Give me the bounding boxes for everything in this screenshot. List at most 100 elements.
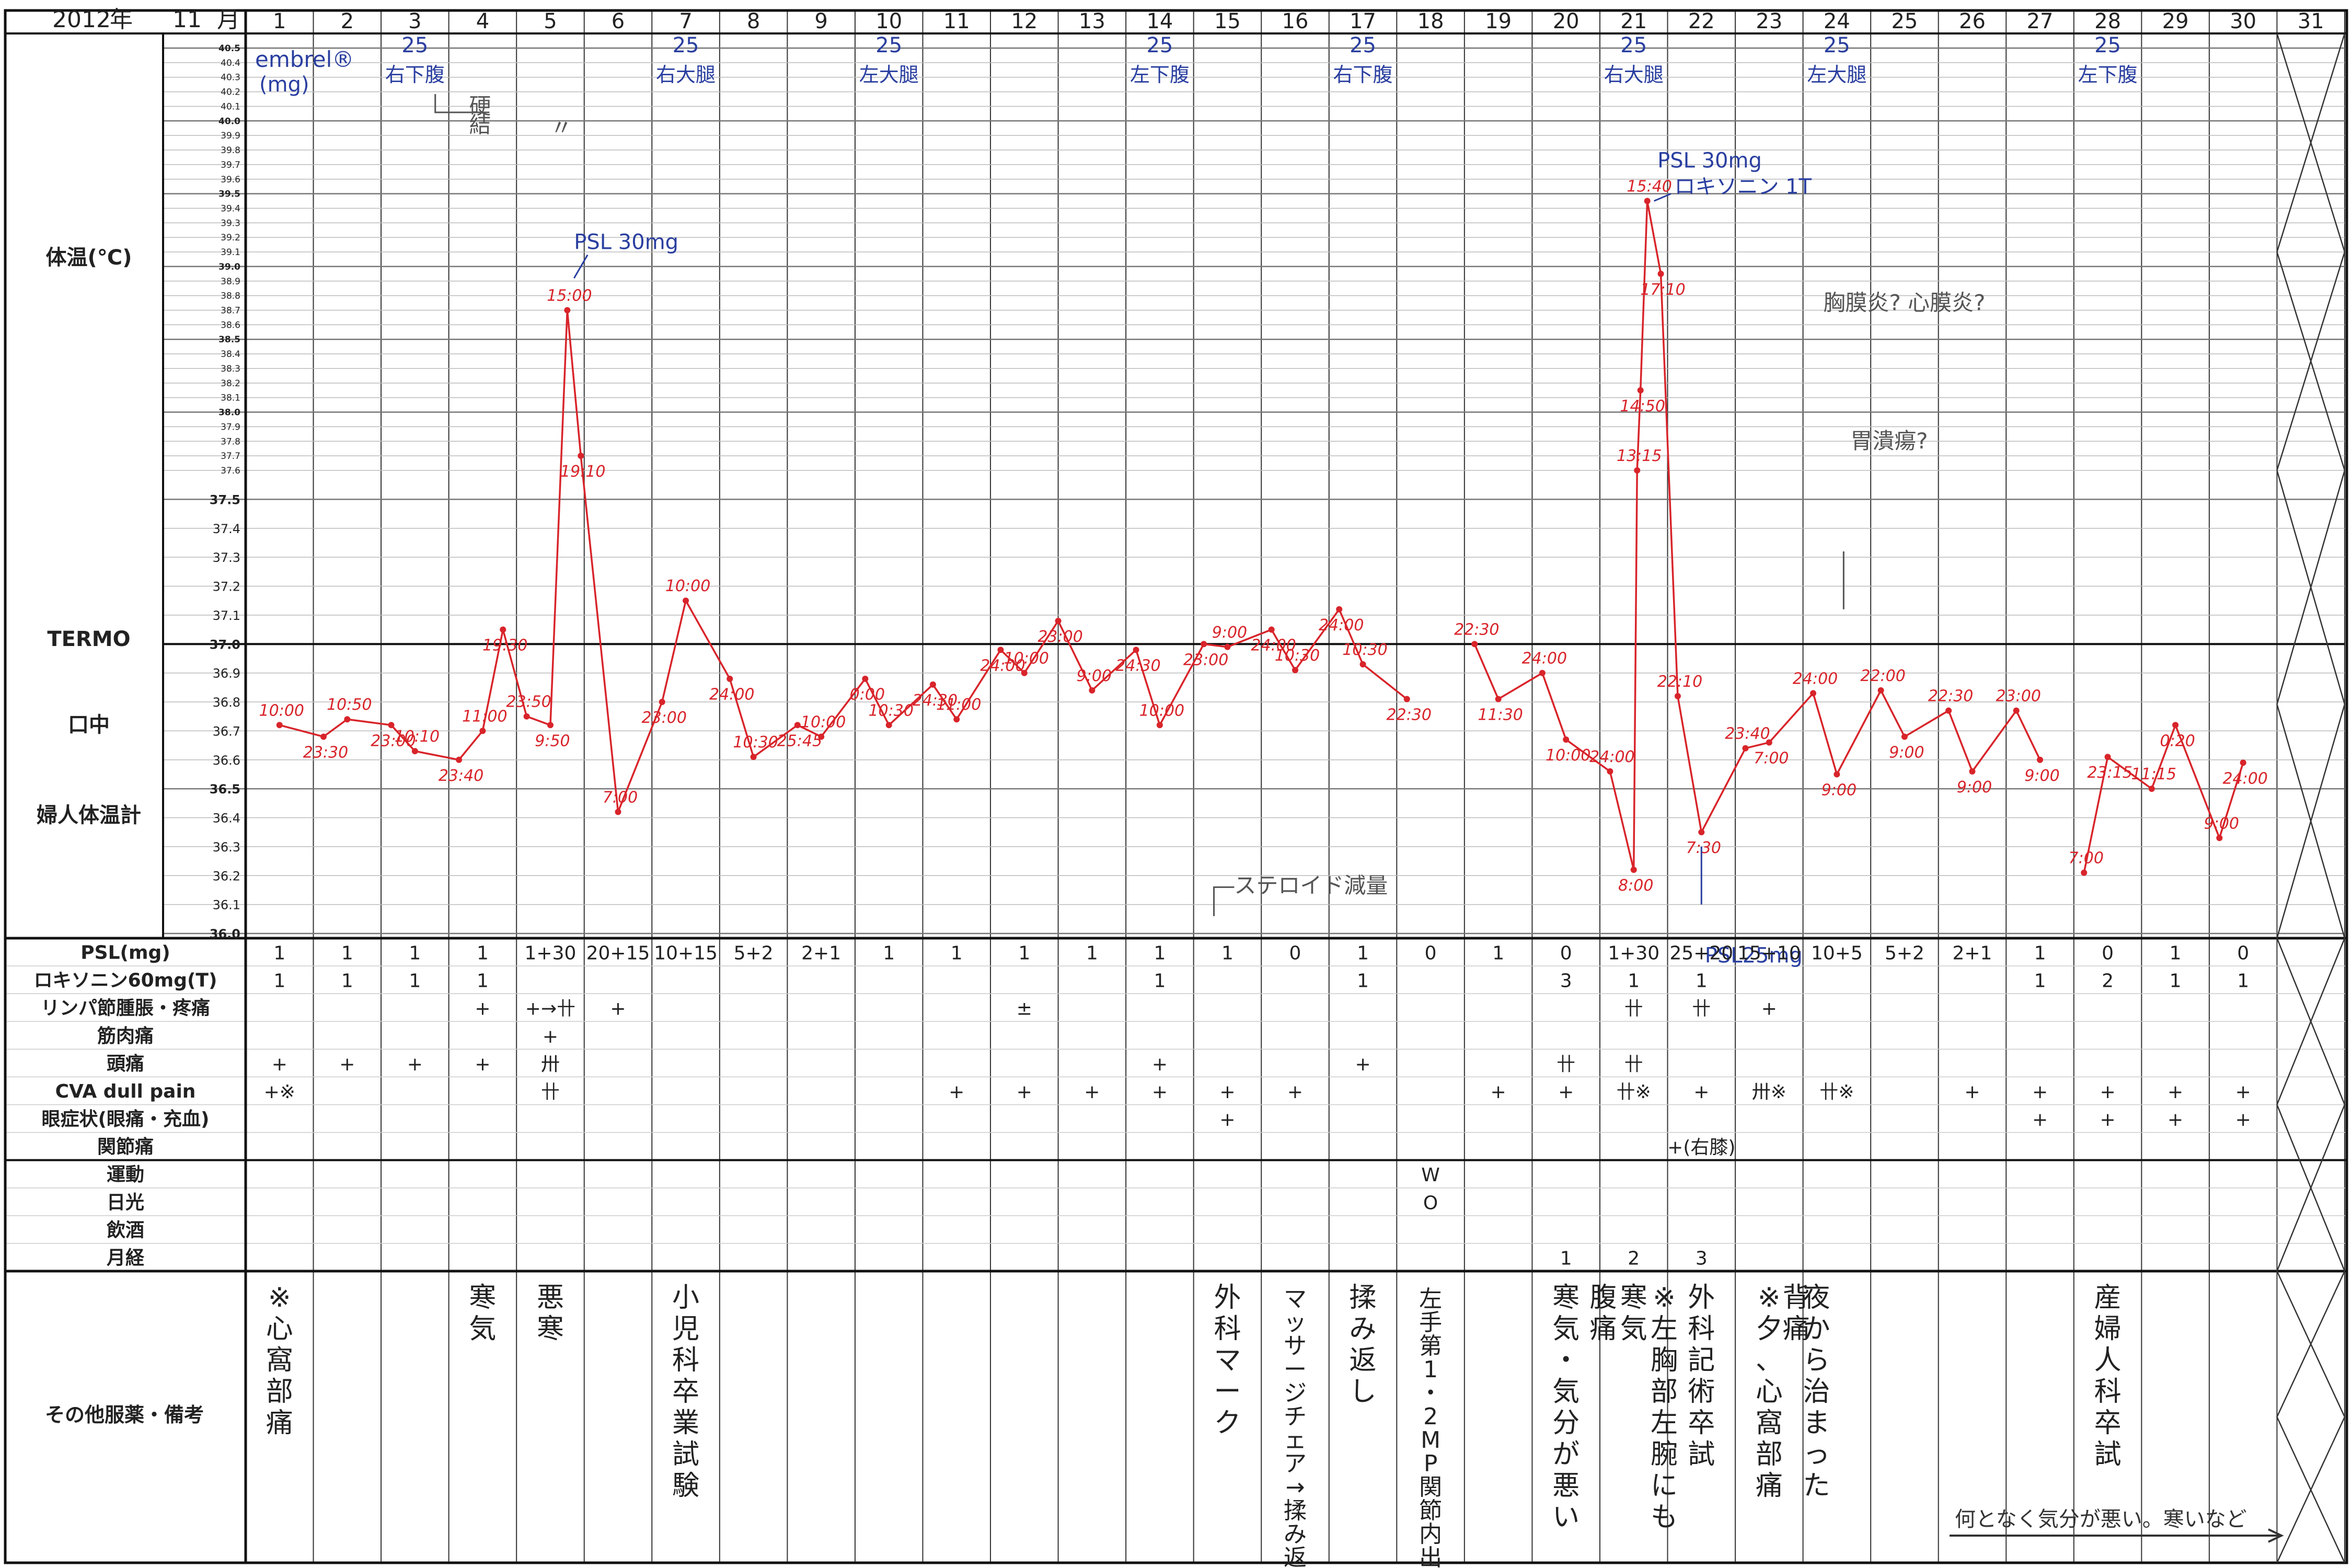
remark-char: 、 [1756, 1345, 1783, 1376]
y-tick-label: 39.6 [221, 175, 240, 185]
spacer [5, 1058, 2347, 1165]
temperature-point [818, 733, 825, 740]
termo-label: TERMO [47, 627, 130, 651]
symptom-mark: 卄 [541, 1081, 560, 1103]
day-number: 4 [476, 9, 489, 33]
symptom-mark: 1 [341, 971, 353, 992]
temperature-time-label: 24:00 [980, 656, 1025, 675]
blue-arrow [573, 254, 589, 279]
temperature-point [953, 716, 960, 723]
remark-char: マ [1284, 1286, 1307, 1312]
remark-char: ジ [1284, 1380, 1307, 1406]
symptom-mark: 1 [409, 971, 421, 992]
day-number: 31 [2298, 9, 2324, 33]
remark-char: 返 [1350, 1345, 1377, 1376]
row-label: 眼症状(眼痛・充血) [42, 1109, 210, 1130]
symptom-mark: + [1558, 1081, 1574, 1103]
temperature-point [1810, 690, 1817, 697]
y-tick-label: 39.9 [221, 131, 240, 141]
row-label: 日光 [107, 1192, 144, 1213]
temperature-time-label: 14:50 [1620, 397, 1665, 416]
remark-char: 手 [1419, 1309, 1442, 1336]
y-tick-label: 36.6 [213, 753, 240, 768]
day-number: 27 [2027, 9, 2054, 33]
temperature-point [1268, 626, 1275, 633]
symptom-mark: +(右膝) [1667, 1137, 1735, 1158]
symptom-mark: + [272, 1054, 287, 1075]
row-label: ロキソニン60mg(T) [34, 970, 217, 991]
symptom-mark: 1 [273, 943, 285, 964]
day-number: 8 [747, 9, 760, 33]
symptom-mark: + [1219, 1109, 1235, 1131]
temperature-point [1292, 667, 1298, 674]
temperature-time-label: 11:00 [462, 707, 507, 725]
remark-char: た [1803, 1470, 1830, 1502]
induration-arrow [434, 94, 490, 113]
temperature-point [1403, 696, 1410, 702]
y-tick-label: 37.1 [213, 608, 240, 623]
temperature-time-label: 23:50 [506, 693, 551, 711]
frame-layer [4, 9, 2348, 1564]
remark-char: P [1424, 1450, 1438, 1477]
temperature-time-label: 24:30 [913, 691, 958, 710]
remark-char: 窩 [1756, 1408, 1783, 1439]
temperature-point [1055, 617, 1062, 624]
y-tick-label: 39.4 [221, 203, 240, 214]
remark-char: 気 [469, 1313, 496, 1345]
temperature-time-label: 22:00 [1860, 667, 1905, 685]
symptom-mark: 2+1 [801, 943, 841, 964]
symptom-mark: + [2235, 1081, 2251, 1103]
remark-char: ー [1214, 1376, 1241, 1408]
symptom-mark: 10+5 [1811, 943, 1863, 964]
remark-char: 業 [672, 1408, 699, 1439]
row-label: 月経 [107, 1247, 145, 1269]
symptom-mark: 5+2 [734, 943, 774, 964]
remark-char: み [1350, 1313, 1377, 1345]
header-month: 11 [172, 6, 202, 33]
injection-dose: 25 [1146, 33, 1173, 57]
y-tick-label: 36.7 [213, 724, 240, 739]
symptom-mark: 卅 [541, 1054, 560, 1075]
symptom-mark: 1 [1357, 971, 1369, 992]
temperature-point [1539, 670, 1546, 676]
day-number: 2 [341, 9, 354, 33]
remark-char: ※ [1653, 1282, 1676, 1313]
symptom-mark: +→卄 [525, 998, 575, 1020]
temperature-time-label: 23:00 [641, 709, 686, 727]
symptom-mark: + [543, 1026, 558, 1047]
temperature-time-label: 24:00 [1319, 616, 1364, 635]
symptom-mark: + [1152, 1081, 1168, 1103]
remark-char: 試 [1688, 1439, 1715, 1470]
y-tick-label: 40.3 [221, 73, 240, 83]
temperature-point [1089, 687, 1096, 694]
remark-char: 卒 [1688, 1408, 1715, 1439]
blue-annotation: ロキソニン 1T [1674, 175, 1812, 199]
symptom-mark: 20+15 [586, 943, 650, 964]
temperature-time-label: 10:00 [1139, 701, 1184, 720]
symptom-mark: 5+2 [1885, 943, 1924, 964]
bottom-note: 何となく気分が悪い。寒いなど [1950, 1507, 2284, 1543]
remark-char: 胸 [1651, 1345, 1678, 1376]
temperature-time-label: 10:00 [665, 577, 710, 595]
temperature-time-label: 24:00 [709, 686, 754, 704]
symptom-mark: 1 [2237, 971, 2249, 992]
remark-char: 部 [1651, 1376, 1678, 1408]
temperature-time-label: 23:30 [303, 743, 348, 762]
remark-char: 寒 [537, 1313, 564, 1345]
remark-char: 背 [1783, 1282, 1810, 1313]
row-label: 筋肉痛 [97, 1025, 154, 1047]
temperature-time-label: 23:00 [1996, 687, 2040, 706]
temperature-point [1336, 606, 1343, 613]
day-number: 16 [1282, 9, 1309, 33]
symptom-mark: 1 [1357, 943, 1369, 964]
temperature-time-label: 19:10 [560, 463, 605, 481]
remark-char: 治 [1803, 1376, 1830, 1408]
remark-char: 分 [1552, 1408, 1579, 1439]
temperature-time-label: 9:00 [1077, 667, 1112, 685]
symptom-mark: 1 [1492, 943, 1504, 964]
remark-char: 卒 [672, 1376, 699, 1408]
day-number: 21 [1620, 9, 1647, 33]
symptom-mark: + [407, 1054, 423, 1075]
temperature-point [1224, 643, 1231, 650]
